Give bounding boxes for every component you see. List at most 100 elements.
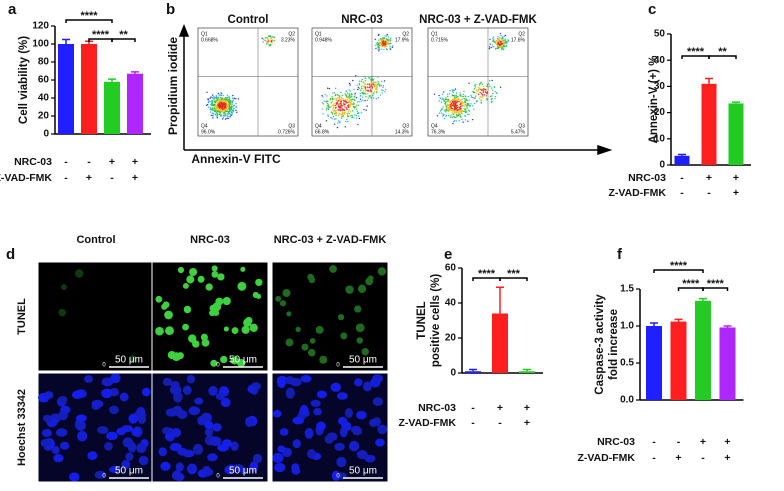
- event-dot: [350, 99, 352, 101]
- event-dot: [462, 121, 464, 123]
- y-tick-label: 20: [445, 333, 457, 344]
- condition-sign: -: [64, 172, 68, 184]
- event-dot: [337, 122, 339, 124]
- event-dot: [212, 100, 214, 102]
- event-dot: [347, 115, 349, 118]
- event-dot: [327, 104, 330, 106]
- condition-sign: -: [652, 436, 656, 448]
- event-dot: [479, 88, 481, 90]
- nucleus: [110, 373, 121, 384]
- event-dot: [226, 99, 229, 102]
- event-dot: [340, 91, 342, 94]
- event-dot: [375, 47, 377, 50]
- event-dot: [358, 112, 360, 114]
- event-dot: [381, 48, 383, 50]
- event-dot: [443, 117, 446, 120]
- event-dot: [377, 82, 380, 85]
- event-dot: [378, 39, 380, 41]
- event-dot: [454, 95, 456, 97]
- event-dot: [447, 114, 450, 117]
- nucleus: [138, 455, 149, 466]
- event-dot: [353, 98, 355, 101]
- nucleus: [215, 392, 225, 400]
- event-dot: [358, 117, 361, 120]
- event-dot: [461, 95, 463, 97]
- event-dot: [230, 108, 233, 111]
- event-dot: [474, 97, 476, 99]
- event-dot: [452, 98, 455, 100]
- nucleus: [94, 470, 107, 479]
- nucleus: [277, 445, 286, 453]
- event-dot: [235, 105, 237, 108]
- event-dot: [227, 106, 229, 109]
- event-dot: [228, 98, 231, 100]
- event-dot: [335, 109, 337, 112]
- event-dot: [361, 96, 364, 99]
- event-dot: [373, 91, 375, 94]
- nucleus: [58, 410, 68, 421]
- event-dot: [353, 88, 355, 91]
- bar: [695, 300, 711, 400]
- nucleus: [101, 377, 114, 387]
- event-dot: [376, 83, 378, 86]
- nucleus: [106, 431, 118, 441]
- event-dot: [221, 105, 223, 108]
- column-title: NRC-03 + Z-VAD-FMK: [274, 234, 387, 246]
- event-dot: [443, 100, 446, 102]
- event-dot: [219, 104, 222, 106]
- event-dot: [220, 94, 222, 96]
- event-dot: [389, 48, 392, 50]
- event-dot: [440, 101, 443, 103]
- event-dot: [483, 94, 486, 96]
- condition-sign: +: [733, 172, 739, 184]
- event-dot: [325, 100, 327, 103]
- event-dot: [226, 94, 229, 97]
- event-dot: [366, 105, 368, 107]
- event-dot: [464, 115, 466, 117]
- tunel-signal: [365, 277, 374, 286]
- tunel-signal: [309, 338, 316, 344]
- event-dot: [219, 109, 221, 111]
- event-dot: [492, 38, 495, 41]
- tunel-signal: [177, 266, 185, 274]
- event-dot: [376, 43, 378, 45]
- nucleus: [285, 387, 296, 399]
- event-dot: [347, 106, 349, 109]
- nucleus: [51, 445, 60, 455]
- event-dot: [365, 109, 367, 111]
- y-axis-label: TUNEL: [416, 301, 428, 339]
- tunel-signal: [307, 348, 316, 357]
- event-dot: [448, 106, 451, 109]
- event-dot: [266, 37, 268, 39]
- nucleus: [279, 428, 289, 436]
- y-tick-label: 0.0: [620, 395, 634, 406]
- event-dot: [216, 115, 218, 117]
- event-dot: [452, 102, 454, 104]
- tunel-signal: [245, 316, 253, 325]
- condition-sign: -: [498, 417, 502, 429]
- event-dot: [232, 109, 235, 111]
- nucleus: [188, 406, 201, 416]
- event-dot: [348, 112, 350, 115]
- event-dot: [354, 92, 356, 95]
- event-dot: [321, 95, 323, 97]
- event-dot: [217, 102, 219, 104]
- event-dot: [363, 108, 365, 111]
- error-bar: [496, 286, 504, 314]
- event-dot: [452, 110, 454, 112]
- event-dot: [209, 106, 211, 109]
- nucleus: [162, 377, 172, 387]
- event-dot: [227, 103, 230, 105]
- event-dot: [367, 97, 369, 99]
- event-dot: [465, 98, 468, 100]
- event-dot: [446, 103, 449, 106]
- event-dot: [373, 85, 376, 87]
- event-dot: [480, 93, 483, 95]
- event-dot: [322, 103, 325, 105]
- event-dot: [226, 105, 229, 107]
- event-dot: [232, 97, 234, 99]
- event-dot: [471, 96, 473, 98]
- nucleus: [91, 399, 104, 408]
- condition-sign: +: [497, 402, 503, 414]
- event-dot: [217, 96, 220, 99]
